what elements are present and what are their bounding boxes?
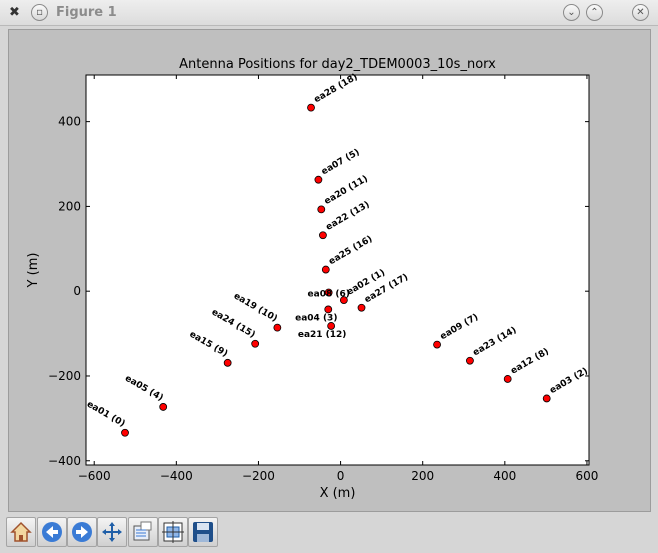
configure-subplots-icon[interactable] — [158, 517, 188, 547]
data-point — [251, 339, 260, 348]
data-point — [307, 103, 315, 112]
point-label: ea04 (3) — [295, 313, 337, 323]
y-tick-label: 0 — [73, 284, 81, 298]
data-point — [317, 205, 326, 214]
point-label: ea21 (12) — [298, 330, 347, 340]
point-label: ea08 (6) — [308, 289, 350, 299]
pan-move-icon[interactable] — [97, 517, 127, 547]
x-axis-label: X (m) — [320, 486, 356, 501]
home-icon[interactable] — [6, 517, 36, 547]
data-point — [327, 322, 336, 330]
plot-area — [85, 74, 590, 466]
y-axis-label: Y (m) — [26, 253, 41, 289]
save-floppy-icon[interactable] — [188, 517, 218, 547]
y-tick-label: 400 — [58, 115, 81, 129]
data-point — [324, 288, 333, 297]
menu-circle-icon[interactable]: ▫ — [31, 4, 48, 21]
data-point — [433, 340, 441, 349]
data-point — [466, 356, 474, 365]
zoom-rect-icon[interactable] — [128, 517, 158, 547]
data-point — [503, 375, 512, 383]
data-point — [324, 305, 333, 314]
window-title: Figure 1 — [56, 5, 117, 20]
figure-canvas[interactable]: Antenna Positions for day2_TDEM0003_10s_… — [8, 29, 651, 512]
x-tick-label: −600 — [78, 469, 111, 483]
data-point — [159, 403, 168, 411]
window-titlebar: ✖ ▫ Figure 1 ⌄ ⌃ ✕ — [0, 0, 658, 26]
x-tick-label: −200 — [242, 469, 275, 483]
x-tick-label: 400 — [493, 469, 516, 483]
y-tick-label: −200 — [48, 369, 81, 383]
x-tick-label: −400 — [160, 469, 193, 483]
maximize-icon[interactable]: ⌃ — [586, 4, 603, 21]
x-tick-label: 600 — [575, 469, 598, 483]
y-tick-label: 200 — [58, 199, 81, 213]
data-point — [314, 175, 323, 184]
x-tick-label: 0 — [337, 469, 345, 483]
data-point — [339, 296, 348, 304]
minimize-icon[interactable]: ⌄ — [563, 4, 580, 21]
x-tick-label: 200 — [411, 469, 434, 483]
y-tick-label: −400 — [48, 454, 81, 468]
data-point — [357, 303, 366, 312]
chart-svg: Antenna Positions for day2_TDEM0003_10s_… — [26, 57, 598, 501]
data-point — [273, 323, 282, 332]
data-point — [321, 265, 330, 274]
data-point — [319, 231, 327, 240]
chart-title: Antenna Positions for day2_TDEM0003_10s_… — [179, 57, 496, 72]
data-point — [223, 358, 232, 367]
navigation-toolbar — [0, 513, 658, 553]
close-icon[interactable]: ✕ — [632, 4, 649, 21]
forward-arrow-icon[interactable] — [67, 517, 97, 547]
data-point — [542, 394, 551, 403]
data-point — [121, 428, 129, 437]
back-arrow-icon[interactable] — [37, 517, 67, 547]
x-app-icon[interactable]: ✖ — [9, 5, 20, 20]
